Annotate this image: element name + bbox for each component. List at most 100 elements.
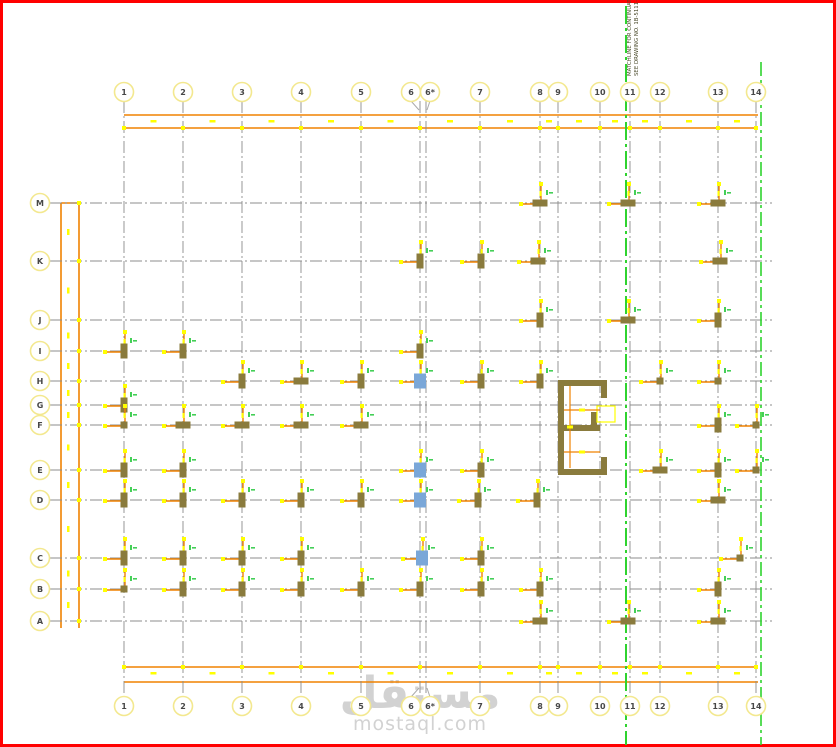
band-tick bbox=[418, 665, 422, 669]
dim-tick bbox=[300, 404, 304, 408]
band-dim-text bbox=[328, 672, 334, 675]
dim-tick bbox=[480, 360, 484, 364]
column-mark bbox=[192, 414, 196, 416]
dim-text-mark bbox=[123, 413, 126, 418]
dim-text-mark bbox=[182, 458, 185, 463]
dim-text-mark bbox=[717, 488, 720, 493]
column-mark bbox=[310, 489, 314, 491]
dim-tick bbox=[755, 404, 759, 408]
column-mark bbox=[724, 576, 726, 581]
column-mark bbox=[133, 394, 137, 396]
band-dim-text bbox=[686, 672, 692, 675]
column-mark bbox=[429, 340, 433, 342]
column-mark bbox=[251, 414, 255, 416]
dim-tick bbox=[639, 469, 643, 473]
column-brown bbox=[532, 617, 548, 625]
axis-bubble-top-14-circle bbox=[745, 81, 767, 103]
column-brown bbox=[652, 466, 668, 474]
column-mark bbox=[248, 412, 250, 417]
band-dim-text bbox=[209, 120, 216, 123]
dim-tick bbox=[103, 499, 107, 503]
column-mark bbox=[248, 487, 250, 492]
dim-tick bbox=[221, 424, 225, 428]
band-dim-text bbox=[67, 602, 70, 608]
dim-text-mark bbox=[123, 458, 126, 463]
dim-tick bbox=[480, 240, 484, 244]
axis-bubble-top-5-circle bbox=[350, 81, 372, 103]
axis-bubble-bottom-9-label: 9 bbox=[555, 702, 561, 711]
dim-tick bbox=[480, 537, 484, 541]
dim-tick bbox=[480, 449, 484, 453]
dim-text-mark bbox=[480, 369, 483, 374]
axis-bubble-left-A-label: A bbox=[37, 617, 44, 626]
band-tick bbox=[77, 468, 81, 472]
column-mark bbox=[310, 578, 314, 580]
band-dim-text bbox=[576, 120, 582, 123]
dim-tick bbox=[360, 360, 364, 364]
column-mark bbox=[251, 489, 255, 491]
column-mark bbox=[729, 250, 733, 252]
dim-text-mark bbox=[755, 413, 758, 418]
dim-tick bbox=[182, 568, 186, 572]
dim-tick bbox=[519, 380, 523, 384]
dim-tick bbox=[221, 499, 225, 503]
dim-tick bbox=[717, 568, 721, 572]
dim-tick bbox=[717, 182, 721, 186]
dim-tick bbox=[300, 568, 304, 572]
dim-tick bbox=[280, 588, 284, 592]
axis-bubble-left-A-circle bbox=[29, 610, 51, 632]
column-brown bbox=[752, 466, 760, 474]
band-tick bbox=[77, 201, 81, 205]
dim-tick bbox=[419, 330, 423, 334]
axis-bubble-left-F-circle bbox=[29, 414, 51, 436]
column-mark bbox=[429, 459, 433, 461]
dim-text-mark bbox=[755, 458, 758, 463]
axis-bubble-top-13-circle bbox=[707, 81, 729, 103]
dim-tick bbox=[399, 469, 403, 473]
column-mark bbox=[549, 370, 553, 372]
axis-bubble-left-K-circle bbox=[29, 250, 51, 272]
column-mark bbox=[426, 368, 428, 373]
column-brown bbox=[533, 492, 541, 508]
band-dim-text bbox=[67, 412, 70, 418]
dim-tick bbox=[340, 499, 344, 503]
column-mark bbox=[130, 412, 132, 417]
axis-bubble-top-9-label: 9 bbox=[555, 88, 561, 97]
column-brown bbox=[234, 421, 250, 429]
column-brown bbox=[477, 581, 485, 597]
column-mark bbox=[248, 368, 250, 373]
column-mark bbox=[490, 578, 494, 580]
column-mark bbox=[130, 576, 132, 581]
column-brown bbox=[620, 617, 636, 625]
dim-tick bbox=[719, 557, 723, 561]
dim-tick bbox=[717, 479, 721, 483]
column-mark bbox=[666, 368, 668, 373]
dim-tick bbox=[659, 449, 663, 453]
band-tick bbox=[77, 556, 81, 560]
column-brown bbox=[714, 581, 722, 597]
dim-tick bbox=[480, 568, 484, 572]
column-mark bbox=[749, 547, 753, 549]
dim-text-mark bbox=[539, 191, 542, 196]
column-mark bbox=[370, 578, 374, 580]
dim-text-mark bbox=[477, 488, 480, 493]
column-brown bbox=[238, 550, 246, 566]
column-mark bbox=[547, 250, 551, 252]
core-wall bbox=[601, 457, 607, 475]
core-wall bbox=[558, 380, 607, 386]
dim-tick bbox=[103, 404, 107, 408]
dim-tick bbox=[123, 449, 127, 453]
dim-tick bbox=[103, 350, 107, 354]
column-brown bbox=[736, 554, 744, 562]
dim-tick bbox=[460, 557, 464, 561]
column-brown bbox=[120, 492, 128, 508]
axis-bubble-bottom-3-circle bbox=[231, 695, 253, 717]
axis-bubble-top-5-label: 5 bbox=[358, 88, 364, 97]
column-brown bbox=[297, 492, 305, 508]
axis-bubble-top-13-label: 13 bbox=[712, 88, 723, 97]
column-brown bbox=[530, 257, 546, 265]
column-brown bbox=[293, 377, 309, 385]
column-mark bbox=[248, 545, 250, 550]
core-annex-outline bbox=[596, 405, 616, 423]
